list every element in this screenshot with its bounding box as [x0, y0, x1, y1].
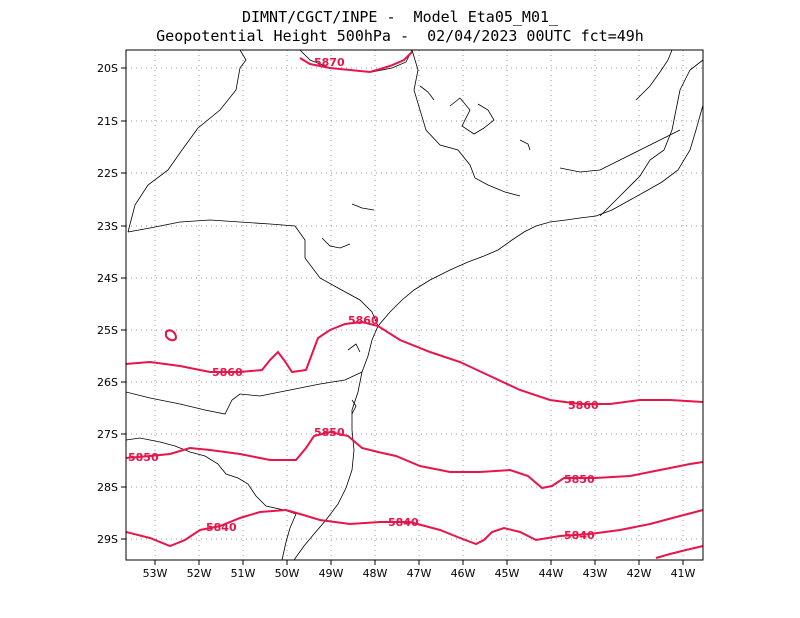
state-border-rs — [125, 437, 297, 515]
plot-frame — [125, 49, 704, 561]
lake-5 — [321, 237, 351, 249]
uruguay-border — [281, 513, 297, 561]
lon-label: 46W — [451, 567, 476, 580]
label-5850-center: 5850 — [314, 426, 345, 439]
state-border-pr — [127, 219, 379, 327]
label-5850-west: 5850 — [128, 451, 159, 464]
lon-label: 48W — [363, 567, 388, 580]
coast-southeast — [377, 104, 704, 327]
lake-1 — [449, 97, 495, 135]
lat-label: 28S — [97, 481, 118, 494]
lat-label: 26S — [97, 376, 118, 389]
state-border-west — [127, 49, 247, 233]
lon-label: 53W — [143, 567, 168, 580]
contour-5870 — [299, 51, 413, 74]
coast-south — [293, 325, 379, 561]
coast-ne — [635, 49, 673, 101]
label-5860-west: 5860 — [212, 366, 243, 379]
lon-label: 42W — [627, 567, 652, 580]
lat-label: 23S — [97, 220, 118, 233]
contour-5860 — [125, 320, 704, 405]
lat-label: 27S — [97, 428, 118, 441]
lagoon-1 — [347, 343, 361, 353]
lat-label: 22S — [97, 167, 118, 180]
state-border-mg — [411, 49, 521, 197]
coastline-borders — [125, 49, 704, 561]
lake-3 — [519, 139, 531, 151]
label-5860-center: 5860 — [348, 314, 379, 327]
map-title-line2: Geopotential Height 500hPa - 02/04/2023 … — [156, 27, 644, 45]
lon-label: 51W — [231, 567, 256, 580]
lat-label: 25S — [97, 324, 118, 337]
lat-label: 20S — [97, 62, 118, 75]
lon-labels: 53W 52W 51W 50W 49W 48W 47W 46W 45W 44W … — [143, 567, 696, 580]
contour-5840 — [125, 508, 704, 548]
lagoon-2 — [351, 399, 357, 415]
lon-label: 47W — [407, 567, 432, 580]
inner-line-mg — [559, 129, 681, 173]
lon-label: 49W — [319, 567, 344, 580]
tick-marks — [121, 67, 684, 565]
label-5840-east: 5840 — [564, 529, 595, 542]
lat-labels: 20S 21S 22S 23S 24S 25S 26S 27S 28S 29S — [97, 62, 118, 546]
grid — [126, 50, 703, 560]
lon-label: 44W — [539, 567, 564, 580]
lon-label: 52W — [187, 567, 212, 580]
state-border-sc — [125, 371, 363, 415]
label-5850-east: 5850 — [564, 473, 595, 486]
height-contours — [125, 51, 704, 559]
coast-rio — [599, 59, 704, 217]
lake-2 — [419, 85, 435, 101]
lon-label: 43W — [583, 567, 608, 580]
lon-label: 41W — [671, 567, 696, 580]
lon-label: 45W — [495, 567, 520, 580]
contour-5840-edge — [655, 545, 704, 559]
contour-5850 — [125, 430, 704, 490]
label-5840-center: 5840 — [388, 516, 419, 529]
lake-4 — [351, 203, 375, 211]
lat-label: 24S — [97, 272, 118, 285]
map-title-line1: DIMNT/CGCT/INPE - Model Eta05_M01_ — [241, 8, 559, 26]
label-5860-east: 5860 — [568, 399, 599, 412]
lat-label: 29S — [97, 533, 118, 546]
label-5840-west: 5840 — [206, 521, 237, 534]
lon-label: 50W — [275, 567, 300, 580]
contour-labels: 5870 5860 5860 5860 5850 5850 5850 5840 … — [128, 56, 599, 542]
label-5870: 5870 — [314, 56, 345, 69]
lat-label: 21S — [97, 115, 118, 128]
contour-5860-island — [165, 329, 178, 342]
